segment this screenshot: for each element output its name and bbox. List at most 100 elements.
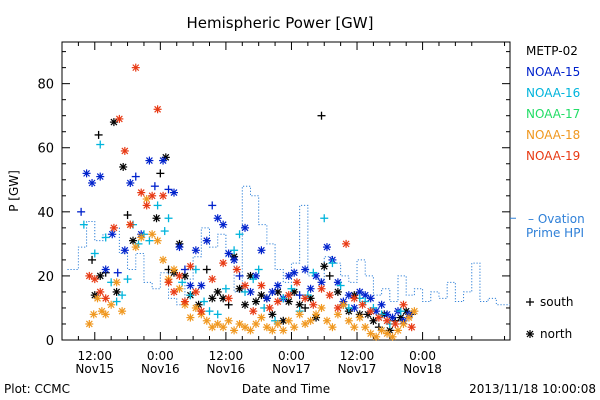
data-point-noaa-18-north [175,284,184,293]
data-point-noaa-16-south [101,233,110,242]
data-point-noaa-18-north [404,313,413,322]
data-point-noaa-18-north [355,313,364,322]
data-point-noaa-15-north [101,265,110,274]
data-point-noaa-18-north [377,326,386,335]
data-point-noaa-16-south [328,259,337,268]
data-point-metp-02-south [301,303,310,312]
data-point-noaa-19-north [164,278,173,287]
data-point-noaa-16-south [164,214,173,223]
data-point-noaa-19-north [85,271,94,280]
data-point-noaa-19-north [137,188,146,197]
data-point-noaa-15-north [219,220,228,229]
data-point-noaa-18-north [262,323,271,332]
data-point-metp-02-north [213,287,222,296]
data-point-noaa-18-north [131,243,140,252]
data-point-metp-02-south [317,111,326,120]
data-point-noaa-19-north [126,220,135,229]
data-point-noaa-16-south [344,303,353,312]
data-point-noaa-18-north [268,326,277,335]
data-point-noaa-18-north [295,310,304,319]
data-point-noaa-18-north [251,319,260,328]
x-tick-date: Nov17 [272,362,311,376]
y-axis-label: P [GW] [7,170,21,212]
data-point-noaa-18-north [170,265,178,274]
data-point-noaa-15-north [273,281,282,290]
data-point-noaa-16-south [279,294,288,303]
x-axis-label: Date and Time [242,382,330,396]
data-point-noaa-15-north [145,156,154,165]
data-point-metp-02-north [333,287,342,296]
marker-legend-label: south [540,295,574,309]
data-point-noaa-19-north [309,300,318,309]
data-point-noaa-19-north [366,307,375,316]
footer-left: Plot: CCMC [4,382,70,396]
data-point-noaa-19-north [101,294,110,303]
plot-frame [61,41,511,341]
data-point-noaa-16-south [112,297,121,306]
data-point-metp-02-north [152,214,161,223]
data-point-noaa-16-south [230,246,239,255]
data-point-noaa-15-north [344,291,353,300]
data-point-noaa-18-north [224,316,233,325]
data-point-noaa-18-north [257,313,266,322]
data-point-noaa-18-north [208,323,217,332]
data-point-noaa-19-north [109,223,118,232]
y-tick-label: 80 [37,78,54,93]
data-point-noaa-16-south [153,201,162,210]
data-point-noaa-18-north [328,323,337,332]
data-point-noaa-18-north [312,310,321,319]
data-point-noaa-16-south [118,291,127,300]
data-point-noaa-15-north [170,188,178,197]
data-point-noaa-15-north [241,223,250,232]
marker-legend-south [526,298,534,306]
data-point-metp-02-north [129,236,138,245]
data-point-noaa-18-north [213,319,222,328]
data-point-noaa-15-north [322,243,331,252]
data-point-noaa-19-north [131,63,140,72]
data-point-noaa-19-north [224,294,233,303]
data-point-noaa-18-north [410,307,419,316]
data-point-noaa-15-south [77,207,86,216]
data-point-noaa-15-north [126,178,135,187]
data-point-noaa-18-north [137,233,146,242]
data-point-noaa-15-north [257,246,266,255]
data-point-noaa-16-south [79,220,88,229]
data-point-noaa-15-north [191,246,200,255]
data-point-noaa-16-south [160,227,169,236]
data-point-noaa-19-north [273,297,282,306]
data-point-noaa-18-north [112,278,121,287]
legend-metp-02: METP-02 [526,44,578,58]
data-point-noaa-18-north [241,323,250,332]
legend-noaa-18: NOAA-18 [526,128,580,142]
data-point-noaa-16-south [213,310,222,319]
data-point-noaa-15-north [317,278,326,287]
ovation-legend-line2: Prime HPI [526,226,584,240]
data-point-noaa-15-north [96,172,105,181]
data-point-noaa-18-north [246,326,255,335]
data-point-noaa-15-north [213,214,222,223]
data-point-metp-02-north [112,287,121,296]
data-point-noaa-18-north [301,319,310,328]
data-point-metp-02-north [235,284,244,293]
data-point-noaa-19-north [333,303,342,312]
data-point-noaa-18-north [159,255,168,264]
data-point-noaa-19-north [257,281,266,290]
data-point-noaa-15-south [235,271,244,280]
data-point-metp-02-north [251,297,260,306]
data-point-noaa-18-north [191,303,200,312]
data-point-noaa-16-south [396,307,405,316]
data-point-metp-02-north [208,294,217,303]
data-point-noaa-19-north [342,239,351,248]
data-point-noaa-16-south [90,249,99,258]
data-point-noaa-18-north [339,300,348,309]
data-point-noaa-18-north [317,303,326,312]
data-point-noaa-15-north [202,236,211,245]
data-point-noaa-18-north [399,319,408,328]
data-point-noaa-15-south [208,201,217,210]
footer-right: 2013/11/18 10:00:08 [469,382,596,396]
data-point-noaa-19-north [208,275,217,284]
x-tick-label: 0:00 [409,349,436,363]
data-point-metp-02-north [320,262,329,271]
data-point-metp-02-north [268,310,277,319]
